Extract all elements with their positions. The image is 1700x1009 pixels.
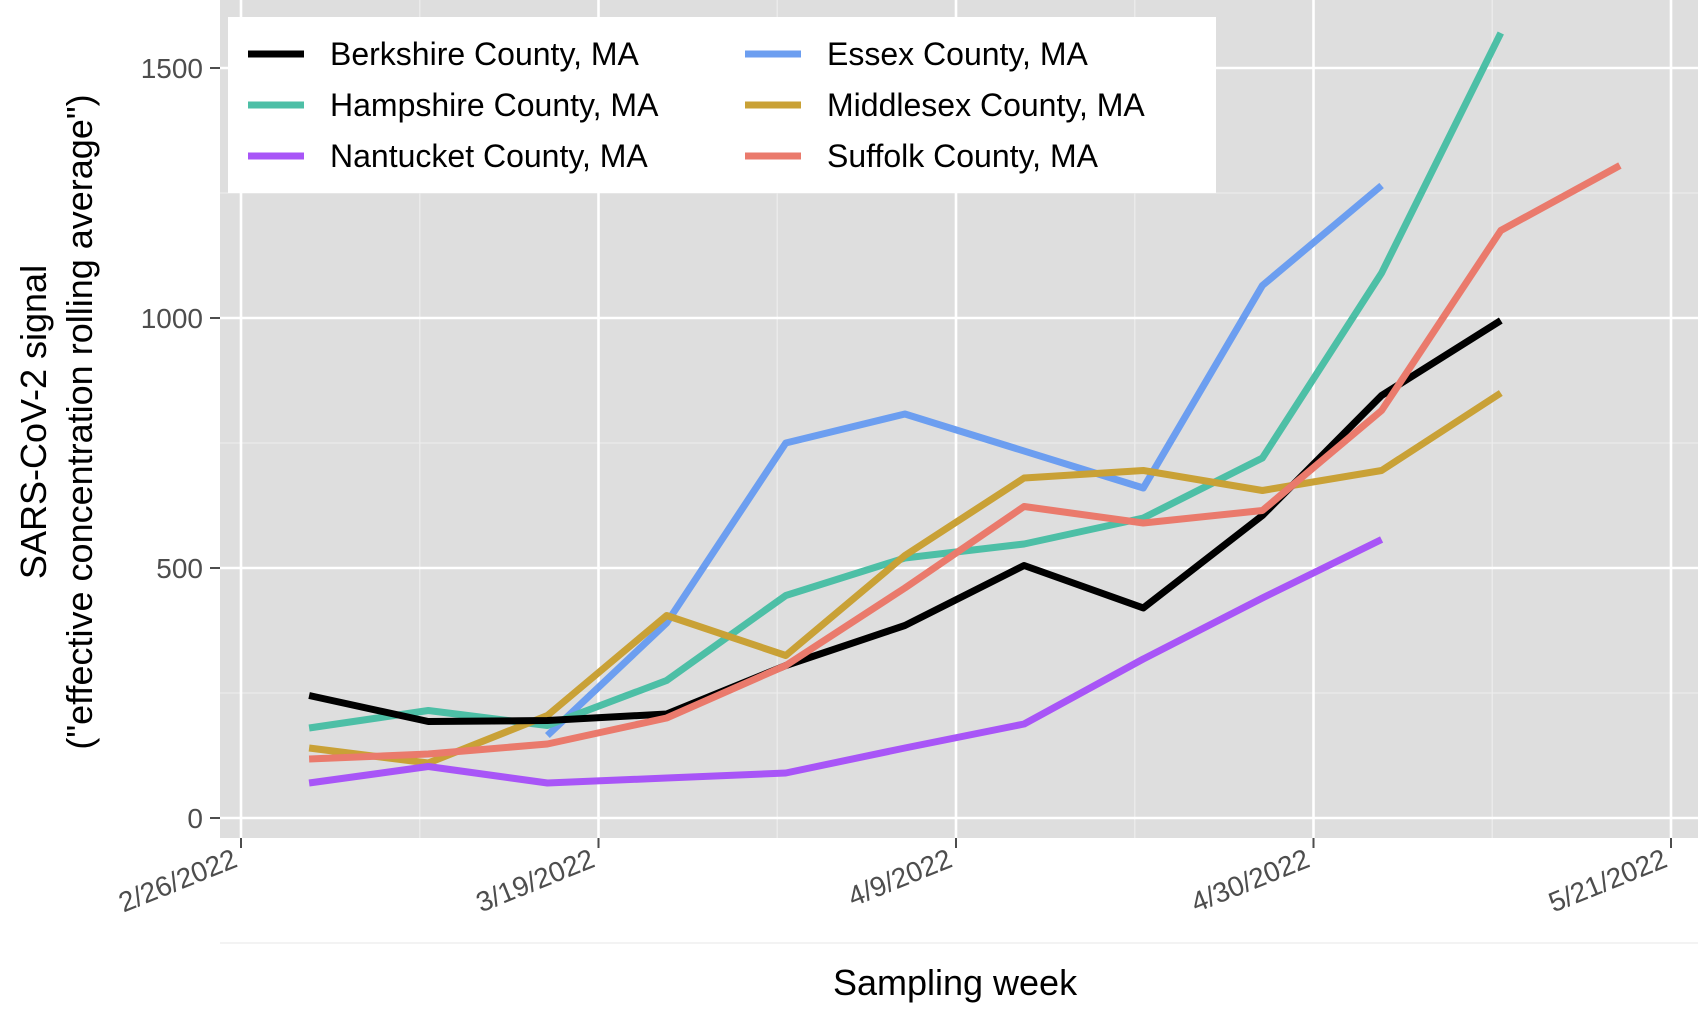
- x-tick-label: 4/9/2022: [844, 843, 957, 913]
- legend-box: [228, 17, 1216, 193]
- x-axis-title: Sampling week: [833, 962, 1078, 1003]
- y-axis-title-line1: SARS-CoV-2 signal: [13, 265, 54, 579]
- y-axis-title-line2: ("effective concentration rolling averag…: [59, 94, 100, 749]
- series-line-suffolk: [308, 162, 1622, 763]
- x-axis: 2/26/2022 3/19/2022 4/9/2022 4/30/2022 5/21/…: [114, 838, 1672, 918]
- legend-label-berkshire: Berkshire County, MA: [330, 36, 640, 72]
- legend-label-hampshire: Hampshire County, MA: [330, 87, 659, 123]
- series-line-essex: [544, 182, 1384, 739]
- legend-label-essex: Essex County, MA: [827, 36, 1088, 72]
- legend-label-middlesex: Middlesex County, MA: [827, 87, 1145, 123]
- legend: Berkshire County, MA Essex County, MA Hamp…: [228, 17, 1216, 193]
- series-lines: [308, 31, 1622, 787]
- x-tick-label: 2/26/2022: [114, 843, 241, 918]
- legend-label-nantucket: Nantucket County, MA: [330, 138, 648, 174]
- legend-items: Berkshire County, MA Essex County, MA Hamp…: [248, 36, 1145, 174]
- y-axis: 0 500 1000 1500: [141, 53, 220, 834]
- y-tick-label: 1500: [141, 53, 203, 84]
- x-tick-label: 3/19/2022: [472, 843, 599, 918]
- legend-label-suffolk: Suffolk County, MA: [827, 138, 1099, 174]
- x-tick-label: 5/21/2022: [1544, 843, 1671, 918]
- x-tick-label: 4/30/2022: [1187, 843, 1314, 918]
- series-line-nantucket: [308, 536, 1384, 787]
- y-tick-label: 0: [187, 803, 203, 834]
- series-line-middlesex: [308, 390, 1503, 767]
- y-tick-label: 1000: [141, 303, 203, 334]
- y-tick-label: 500: [156, 553, 203, 584]
